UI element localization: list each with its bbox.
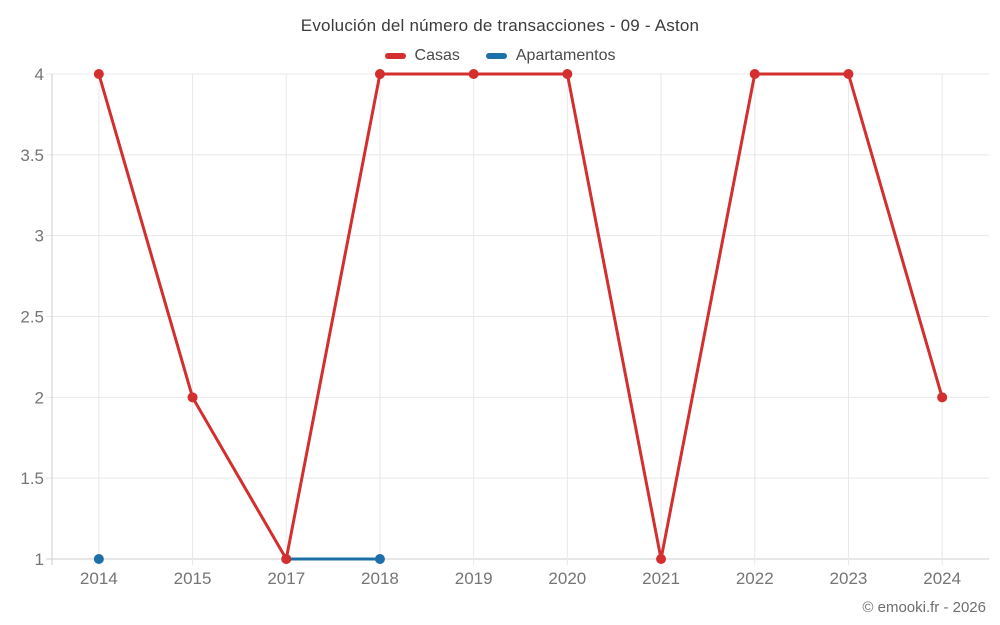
data-point[interactable] (187, 392, 198, 403)
data-point[interactable] (374, 69, 385, 79)
x-tick-label: 2017 (267, 569, 305, 588)
x-tick-label: 2024 (923, 569, 961, 588)
legend-label-apartamentos: Apartamentos (515, 47, 616, 64)
axis-labels: 1 1.5 2 2.5 3 3.5 4 2014 2015 2017 2018 2019 2020 202… (20, 65, 961, 588)
data-point[interactable] (843, 69, 854, 79)
y-tick-label: 2.5 (20, 308, 44, 327)
data-point[interactable] (937, 392, 948, 403)
x-tick-label: 2021 (642, 569, 680, 588)
y-tick-label: 3.5 (20, 146, 44, 165)
chart-title: Evolución del número de transacciones - … (300, 16, 700, 35)
y-tick-label: 1.5 (20, 469, 44, 488)
x-tick-label: 2023 (830, 569, 868, 588)
casas-series-swatch-icon (384, 53, 406, 59)
data-point[interactable] (562, 69, 573, 79)
data-point[interactable] (93, 69, 104, 79)
y-tick-label: 2 (35, 388, 44, 407)
gridlines (46, 73, 989, 565)
x-tick-label: 2018 (361, 569, 399, 588)
series-line (97, 72, 944, 561)
legend-label-casas: Casas (414, 47, 460, 64)
data-point[interactable] (656, 554, 667, 564)
legend-item-apartamentos[interactable]: Apartamentos (485, 47, 616, 65)
y-tick-label: 4 (35, 65, 44, 84)
apartamentos-series-swatch-icon (485, 53, 507, 59)
x-tick-label: 2015 (174, 569, 212, 588)
x-tick-label: 2022 (736, 569, 774, 588)
y-tick-label: 3 (35, 227, 44, 246)
chart-legend: Casas Apartamentos (0, 47, 1000, 65)
data-point[interactable] (468, 69, 479, 79)
data-point[interactable] (93, 554, 104, 564)
watermark: © emooki.fr - 2026 (862, 599, 986, 616)
x-tick-label: 2014 (80, 569, 118, 588)
x-tick-label: 2019 (455, 569, 493, 588)
x-tick-label: 2020 (548, 569, 586, 588)
y-tick-label: 1 (35, 550, 44, 569)
series-casas (93, 69, 948, 564)
data-point[interactable] (281, 554, 292, 564)
legend-item-casas[interactable]: Casas (384, 47, 460, 65)
data-point[interactable] (749, 69, 760, 79)
data-point[interactable] (374, 554, 385, 564)
